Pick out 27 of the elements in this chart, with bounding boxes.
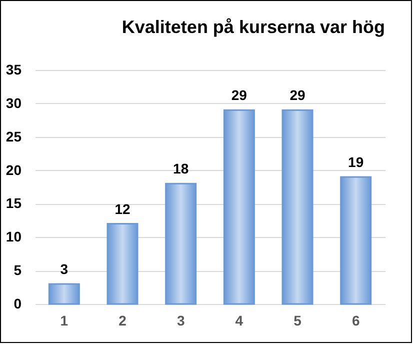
- x-tick-label: 6: [352, 312, 360, 328]
- data-label: 12: [114, 200, 130, 217]
- data-label: 19: [348, 154, 364, 170]
- y-tick-label: 20: [6, 162, 22, 178]
- chart-title: Kvaliteten på kurserna var hög: [122, 17, 385, 37]
- y-tick-label: 0: [14, 296, 22, 312]
- y-tick-label: 15: [6, 195, 22, 212]
- x-tick-label: 3: [176, 312, 185, 328]
- y-tick-label: 30: [6, 94, 22, 111]
- y-tick-label: 35: [6, 62, 22, 78]
- y-tick-label: 10: [6, 228, 22, 245]
- data-label: 3: [60, 260, 68, 277]
- x-tick-label: 2: [118, 312, 127, 328]
- y-tick-label: 5: [14, 262, 22, 278]
- y-tick-label: 25: [6, 128, 22, 144]
- data-label: 18: [173, 160, 189, 177]
- bar: [106, 223, 138, 305]
- bar: [223, 109, 255, 305]
- x-tick-label: 1: [60, 312, 68, 328]
- bar: [282, 109, 314, 305]
- x-tick-label: 4: [235, 312, 244, 328]
- x-tick-label: 5: [294, 312, 302, 328]
- data-label: 29: [231, 87, 248, 104]
- bar: [165, 182, 197, 305]
- bar: [340, 176, 372, 305]
- data-label: 29: [290, 87, 306, 104]
- bar: [48, 283, 80, 305]
